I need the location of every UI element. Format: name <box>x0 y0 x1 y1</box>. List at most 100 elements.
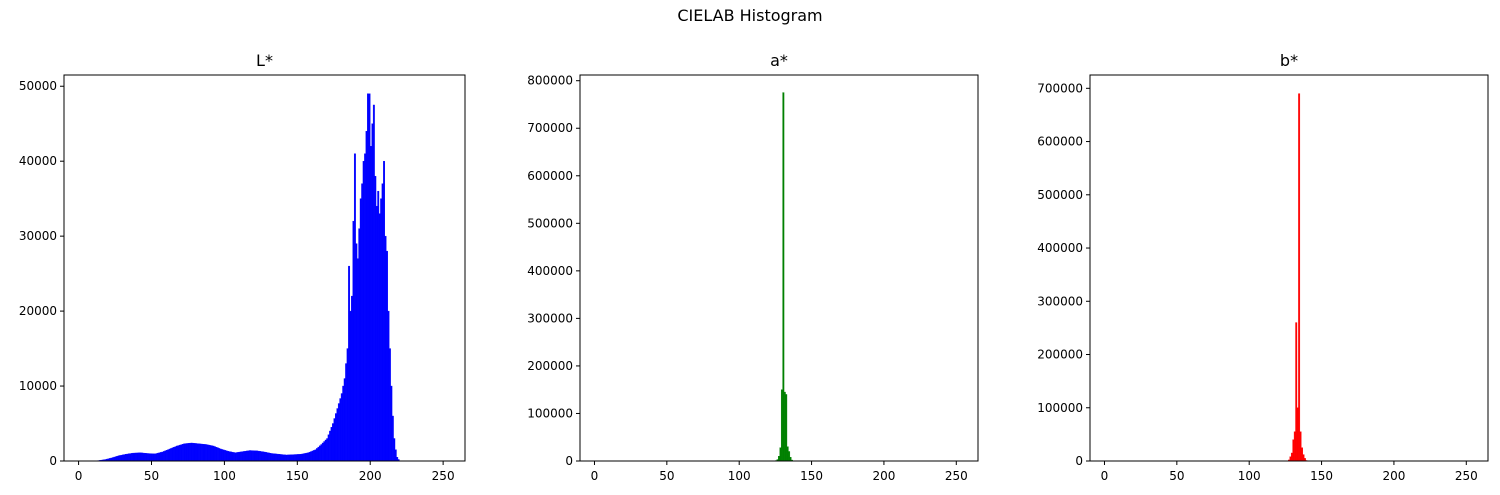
histogram-bar <box>377 190 380 462</box>
histogram-bar <box>314 449 317 462</box>
y-tick-label: 20000 <box>19 304 57 318</box>
panel-title: b* <box>1280 51 1298 70</box>
histogram-bar <box>254 450 257 462</box>
y-tick-label: 400000 <box>527 264 573 278</box>
histogram-bar <box>178 444 181 462</box>
y-tick-label: 40000 <box>19 154 57 168</box>
histogram-bar <box>244 450 247 462</box>
histogram-bar <box>339 398 342 462</box>
histogram-bar <box>372 104 375 462</box>
histogram-bar <box>270 453 273 462</box>
histogram-bar <box>234 452 237 462</box>
histogram-bar <box>361 183 364 462</box>
histogram-bar <box>320 444 323 462</box>
x-tick-label: 0 <box>1101 469 1109 483</box>
axes-frame <box>63 74 466 462</box>
histogram-bar <box>353 153 356 462</box>
histogram-bar <box>164 450 167 462</box>
histogram-bar <box>240 451 243 462</box>
histogram-bar <box>263 451 266 462</box>
histogram-bar <box>311 450 314 462</box>
panel-title: a* <box>770 51 788 70</box>
histogram-bar <box>158 452 161 462</box>
histogram-bar <box>177 445 180 462</box>
histogram-bar <box>143 453 146 462</box>
histogram-bar <box>318 445 321 462</box>
histogram-bar <box>209 445 212 462</box>
histogram-bar <box>282 454 285 462</box>
histogram-bar <box>216 447 219 462</box>
histogram-bar <box>786 446 789 462</box>
histogram-bar <box>262 451 264 462</box>
histogram-bar <box>340 393 343 462</box>
histogram-bar <box>351 295 353 462</box>
axes-frame <box>1089 74 1489 462</box>
x-tick-label: 50 <box>659 469 674 483</box>
histogram-bar <box>1299 431 1302 462</box>
histogram-bar <box>298 454 301 462</box>
x-tick-label: 250 <box>432 469 455 483</box>
histogram-bar <box>237 452 240 462</box>
histogram-bar <box>190 442 193 462</box>
histogram-bar <box>356 258 359 462</box>
histogram-bar <box>269 453 272 462</box>
histogram-bar <box>113 456 116 462</box>
y-tick-label: 100000 <box>527 406 573 420</box>
histogram-bar <box>1289 456 1292 462</box>
histogram-bar <box>145 453 148 462</box>
histogram-bar <box>189 442 192 462</box>
histogram-bar <box>785 394 788 462</box>
histogram-bar <box>243 451 246 462</box>
histogram-bar <box>362 160 365 462</box>
histogram-bar <box>266 452 269 462</box>
histogram-bar <box>335 413 337 462</box>
histogram-bar <box>1292 439 1295 462</box>
y-tick-label: 300000 <box>1037 294 1083 308</box>
histogram-bar <box>225 450 228 462</box>
histogram-bar <box>248 450 251 462</box>
histogram-bar <box>195 443 197 462</box>
y-tick-label: 0 <box>49 454 57 468</box>
histogram-bar <box>305 452 308 462</box>
histogram-bar <box>120 454 123 462</box>
histogram-bar <box>126 453 129 462</box>
histogram-bars <box>1288 93 1308 462</box>
histogram-bar <box>285 454 288 462</box>
histogram-bar <box>206 444 209 462</box>
histogram-bar <box>304 453 307 462</box>
histogram-bar <box>228 451 231 462</box>
histogram-bar <box>170 448 173 462</box>
histogram-bar <box>346 348 349 462</box>
histogram-bar <box>390 385 393 462</box>
histogram-bar <box>231 451 234 462</box>
y-tick-label: 600000 <box>1037 135 1083 149</box>
histogram-bar <box>364 153 367 462</box>
histogram-bar <box>291 454 294 462</box>
chart-panel-3: 0 50 100 150 200 250 0 100000 200000 300000 400000… <box>1037 51 1489 483</box>
histogram-bar <box>213 446 216 462</box>
histogram-bar <box>310 451 313 462</box>
histogram-bar <box>1293 431 1296 462</box>
histogram-bar <box>1295 322 1298 462</box>
histogram-bar <box>387 310 390 462</box>
histogram-bar <box>779 447 782 462</box>
histogram-bar <box>278 454 281 462</box>
histogram-bar <box>374 175 377 462</box>
histogram-bar <box>197 443 200 462</box>
x-tick-label: 50 <box>144 469 159 483</box>
histogram-bar <box>162 451 165 462</box>
histogram-bar <box>783 391 786 462</box>
histogram-bar <box>265 452 267 462</box>
histogram-bar <box>186 443 189 462</box>
y-tick-label: 50000 <box>19 79 57 93</box>
y-tick-label: 200000 <box>527 359 573 373</box>
histogram-bar <box>157 452 159 462</box>
histogram-bar <box>251 450 254 462</box>
histogram-bar <box>227 451 229 462</box>
histogram-bar <box>238 451 241 462</box>
histogram-bar <box>168 448 171 462</box>
histogram-bar <box>394 449 397 462</box>
histogram-bar <box>200 443 203 462</box>
